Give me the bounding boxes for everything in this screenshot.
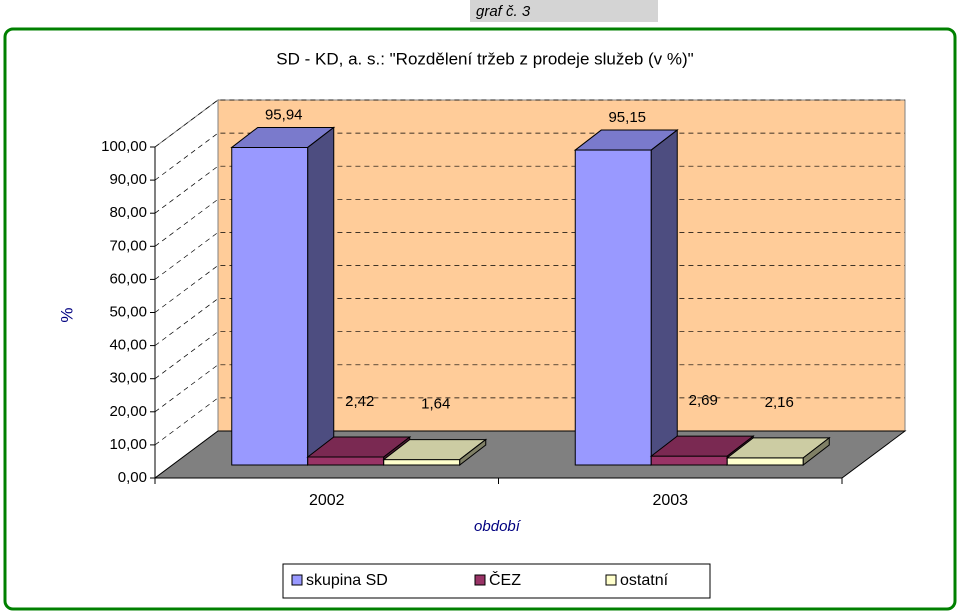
bar-front [726, 457, 804, 466]
legend [282, 563, 711, 599]
y-tick-label: 10,00 [109, 436, 147, 453]
tag: graf č. 3 [476, 3, 531, 20]
bar-front [383, 459, 461, 466]
frame [3, 27, 957, 611]
x-tick-label: 2003 [652, 492, 688, 509]
y-tick-label: 80,00 [109, 204, 147, 221]
x-axis-label: období [474, 518, 522, 535]
legend-label: ČEZ [489, 570, 521, 589]
x-tick-label: 2002 [309, 492, 345, 509]
legend-label: ostatní [620, 572, 669, 589]
legend-swatch [605, 574, 617, 586]
value-label: 95,94 [265, 106, 303, 123]
bar-side [802, 436, 830, 467]
bar-side [459, 438, 487, 467]
bar-front [307, 456, 385, 466]
tag-box [470, 0, 658, 22]
bar-front [650, 455, 728, 466]
bar-front [574, 149, 652, 466]
y-tick-label: 50,00 [109, 303, 147, 320]
bar-side [307, 126, 335, 467]
legend-swatch [291, 574, 303, 586]
value-label: 2,42 [345, 393, 374, 410]
y-tick-label: 100,00 [101, 138, 147, 155]
value-label: 95,15 [608, 109, 646, 126]
y-tick-label: 40,00 [109, 337, 147, 354]
y-tick-label: 90,00 [109, 171, 147, 188]
value-label: 2,16 [765, 394, 794, 411]
y-tick-label: 20,00 [109, 403, 147, 420]
value-label: 1,64 [421, 396, 450, 413]
legend-label: skupina SD [306, 572, 388, 589]
y-axis-label: % [57, 307, 76, 322]
legend-swatch [474, 574, 486, 586]
y-tick-label: 0,00 [118, 469, 147, 486]
y-tick-label: 60,00 [109, 270, 147, 287]
value-label: 2,69 [689, 392, 718, 409]
chart-title: SD - KD, a. s.: "Rozdělení tržeb z prode… [276, 49, 693, 68]
bar-side [650, 129, 678, 467]
y-tick-label: 30,00 [109, 370, 147, 387]
y-tick-label: 70,00 [109, 237, 147, 254]
bar-front [231, 146, 309, 466]
